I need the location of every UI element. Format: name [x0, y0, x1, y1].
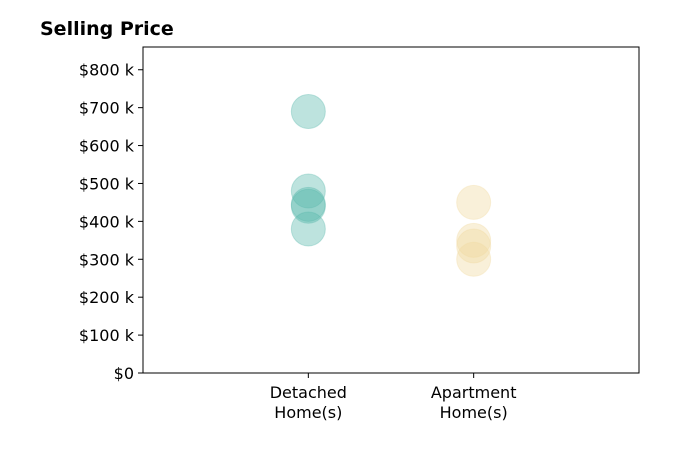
data-point — [456, 228, 492, 264]
y-tick-label: $200 k — [79, 288, 135, 307]
x-axis: Detached Home(s) Apartment Home(s) — [270, 373, 517, 422]
y-tick-label: $500 k — [79, 174, 135, 193]
data-points — [290, 93, 492, 277]
data-point — [290, 188, 326, 224]
x-tick-label: Apartment Home(s) — [431, 383, 517, 422]
x-tick-label: Detached Home(s) — [270, 383, 347, 422]
chart-title: Selling Price — [40, 18, 174, 40]
y-tick-label: $400 k — [79, 212, 135, 231]
y-tick-label: $100 k — [79, 326, 135, 345]
data-point — [290, 186, 326, 222]
data-point — [456, 241, 492, 277]
plot-area-frame — [142, 46, 640, 374]
data-point — [456, 222, 492, 258]
y-tick-label: $300 k — [79, 250, 135, 269]
data-point — [290, 93, 326, 129]
data-point — [290, 211, 326, 247]
y-tick-label: $0 — [114, 364, 134, 383]
data-point — [456, 184, 492, 220]
y-axis: $0 $100 k $200 k $300 k $400 k $500 k $600 k $7… — [79, 61, 143, 383]
y-tick-label: $600 k — [79, 137, 135, 156]
y-tick-label: $800 k — [79, 61, 135, 80]
data-point — [290, 173, 326, 209]
y-tick-label: $700 k — [79, 99, 135, 118]
